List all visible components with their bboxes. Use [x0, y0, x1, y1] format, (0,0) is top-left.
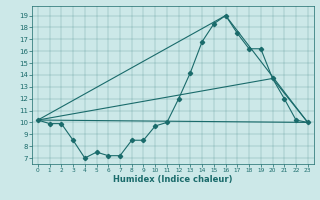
X-axis label: Humidex (Indice chaleur): Humidex (Indice chaleur) [113, 175, 233, 184]
